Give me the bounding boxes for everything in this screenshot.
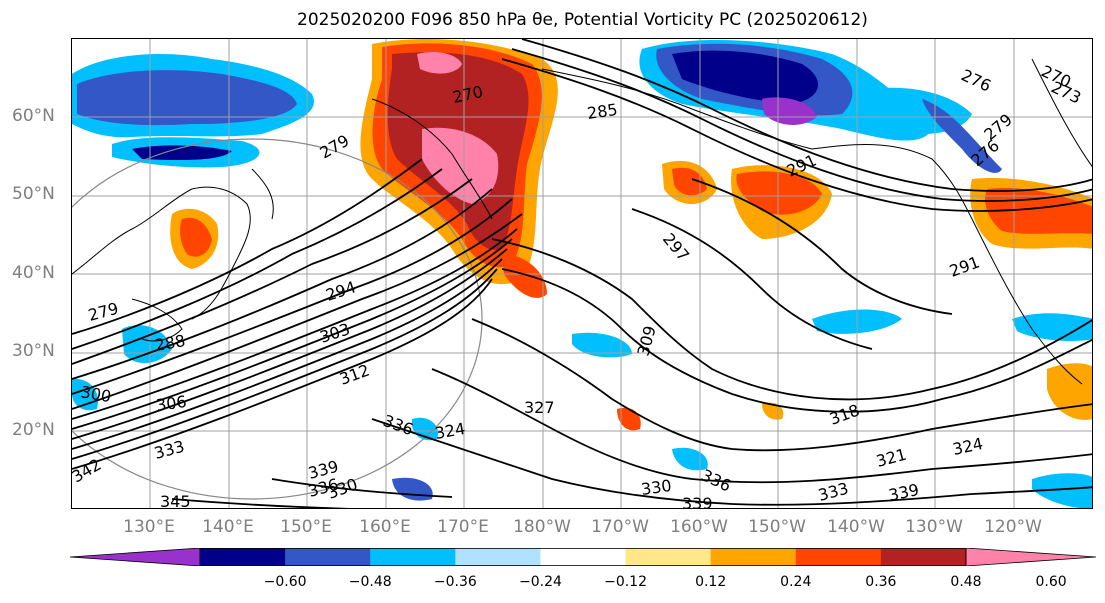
latitude-label: 40°N	[12, 263, 55, 283]
contour-label: 321	[874, 445, 908, 471]
pv-positive-region	[985, 188, 1092, 234]
pv-positive-region	[736, 171, 822, 215]
contour-label: 342	[72, 455, 104, 487]
colorbar-segment	[370, 548, 456, 566]
longitude-label: 170°E	[437, 517, 489, 537]
contour-label: 324	[951, 434, 985, 459]
longitude-label: 150°E	[280, 517, 332, 537]
colorbar-segment	[625, 548, 712, 566]
pv-positive-region	[417, 52, 462, 74]
theta-e-contours	[72, 39, 1092, 508]
colorbar-segment	[455, 548, 541, 566]
contour-label: 288	[153, 331, 186, 355]
colorbar-segment	[285, 548, 371, 566]
pv-negative-region	[132, 145, 232, 161]
colorbar	[70, 548, 1096, 566]
pv-positive-region	[502, 254, 547, 298]
contour-label: 333	[816, 479, 850, 505]
map-panel: 270 285 279 291 297 294 303 312 306 300 …	[71, 38, 1093, 509]
longitude-label: 180°W	[513, 517, 571, 537]
colorbar-segment	[965, 548, 1096, 566]
contour-label: 339	[887, 480, 921, 505]
longitude-label: 140°W	[827, 517, 885, 537]
map-title: 2025020200 F096 850 hPa θe, Potential Vo…	[297, 10, 868, 30]
contour-label: 279	[86, 299, 120, 325]
contour-label: 279	[317, 131, 353, 163]
contour-label: 345	[160, 492, 191, 509]
contour-label: 291	[947, 252, 982, 280]
latitude-label: 20°N	[12, 420, 55, 440]
pv-negative-region	[77, 70, 297, 126]
contour-label: 327	[524, 398, 555, 417]
longitude-label: 130°E	[123, 517, 175, 537]
pv-negative-region	[1032, 473, 1092, 508]
pv-negative-region	[122, 325, 172, 364]
contour-label: 339	[682, 494, 713, 509]
contour-label: 306	[155, 392, 188, 415]
pv-negative-region	[572, 332, 632, 358]
contour-label: 324	[433, 419, 466, 443]
pv-negative-region	[672, 447, 708, 471]
colorbar-segment	[540, 548, 627, 566]
colorbar-segment	[880, 548, 967, 566]
latitude-label: 50°N	[12, 184, 55, 204]
pv-negative-region	[672, 50, 819, 104]
colorbar-tick-label: −0.60	[263, 574, 307, 590]
longitude-label: 170°W	[591, 517, 649, 537]
contour-label: 276	[958, 65, 994, 95]
colorbar-tick-label: 0.60	[1035, 574, 1067, 590]
colorbar-segment	[70, 548, 201, 566]
colorbar-segment	[795, 548, 882, 566]
pv-positive-region	[1047, 363, 1092, 420]
colorbar-segment	[200, 548, 286, 566]
contour-label: 303	[317, 319, 352, 347]
colorbar-tick-label: 0.12	[695, 574, 727, 590]
contour-label: 312	[337, 360, 372, 388]
pv-positive-region	[422, 127, 499, 204]
latitude-label: 60°N	[12, 106, 55, 126]
colorbar-tick-label: −0.24	[518, 574, 562, 590]
pv-negative-region	[762, 97, 817, 125]
contour-label: 330	[640, 476, 673, 499]
longitude-label: 120°W	[984, 517, 1042, 537]
longitude-label: 160°E	[359, 517, 411, 537]
colorbar-segment	[710, 548, 797, 566]
contour-label: 273	[1048, 77, 1084, 107]
contour-label: 285	[586, 100, 619, 123]
colorbar-tick-label: 0.24	[780, 574, 812, 590]
colorbar-tick-label: −0.48	[348, 574, 392, 590]
contour-label: 336	[698, 465, 734, 495]
latitude-label: 30°N	[12, 341, 55, 361]
longitude-label: 150°W	[748, 517, 806, 537]
longitude-label: 130°W	[905, 517, 963, 537]
pv-positive-region	[672, 167, 707, 196]
colorbar-tick-label: −0.12	[604, 574, 647, 590]
colorbar-tick-label: −0.36	[433, 574, 477, 590]
map-canvas: 270 285 279 291 297 294 303 312 306 300 …	[72, 39, 1092, 509]
colorbar-tick-label: 0.36	[865, 574, 897, 590]
colorbar-tick-label: 0.48	[950, 574, 982, 590]
pv-positive-region	[179, 217, 212, 257]
contour-label: 297	[659, 229, 693, 265]
pv-negative-region	[1012, 313, 1092, 341]
longitude-label: 140°E	[202, 517, 254, 537]
longitude-label: 160°W	[670, 517, 728, 537]
pv-negative-region	[392, 477, 433, 501]
